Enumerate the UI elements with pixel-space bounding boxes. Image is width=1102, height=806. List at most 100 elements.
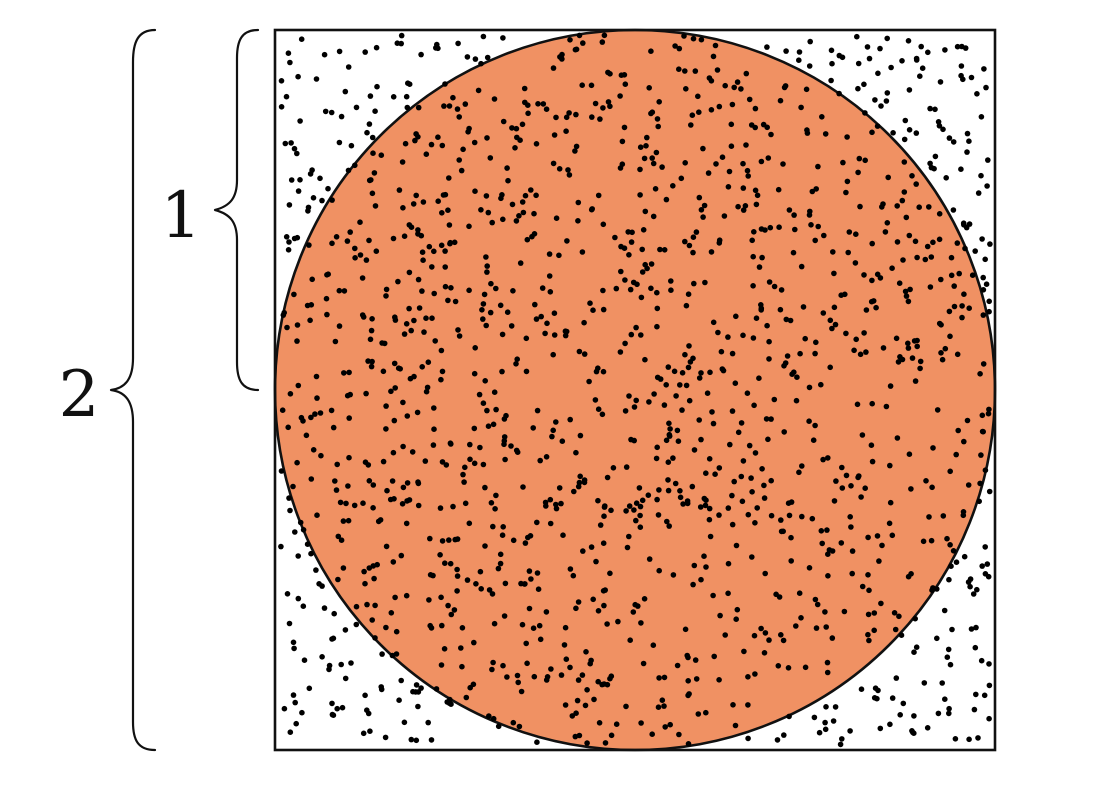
sample-point	[861, 330, 867, 336]
sample-point	[734, 79, 741, 85]
sample-point	[917, 358, 924, 365]
sample-point	[961, 291, 967, 298]
sample-point	[741, 648, 747, 655]
sample-point	[901, 159, 908, 165]
sample-point	[383, 403, 389, 409]
sample-point	[345, 517, 352, 524]
sample-point	[929, 484, 935, 491]
sample-point	[829, 548, 836, 554]
sample-point	[509, 201, 516, 208]
sample-point	[670, 183, 676, 189]
sample-point	[328, 407, 335, 414]
sample-point	[419, 364, 426, 370]
sample-point	[639, 246, 645, 253]
sample-point	[812, 422, 818, 429]
sample-point	[712, 471, 718, 478]
sample-point	[450, 503, 456, 510]
sample-point	[765, 155, 772, 161]
sample-point	[782, 360, 789, 366]
sample-point	[698, 207, 705, 213]
sample-point	[526, 605, 533, 612]
sample-point	[682, 238, 688, 245]
sample-point	[286, 620, 293, 627]
sample-point	[454, 106, 461, 112]
sample-point	[295, 382, 302, 389]
sample-point	[556, 252, 562, 259]
sample-point	[446, 175, 452, 181]
sample-point	[353, 621, 360, 628]
sample-point	[725, 505, 732, 511]
sample-point	[324, 311, 330, 318]
sample-point	[484, 269, 490, 275]
sample-point	[448, 611, 455, 618]
sample-point	[948, 563, 954, 569]
sample-point	[423, 151, 430, 157]
sample-point	[534, 570, 541, 576]
sample-point	[480, 316, 486, 322]
sample-point	[848, 483, 854, 489]
sample-point	[851, 347, 857, 354]
sample-point	[783, 316, 790, 323]
sample-point	[839, 464, 845, 471]
sample-point	[676, 731, 682, 738]
sample-point	[286, 239, 292, 245]
sample-point	[462, 464, 468, 471]
sample-point	[899, 197, 906, 204]
sample-point	[684, 500, 691, 507]
sample-point	[544, 674, 551, 680]
sample-point	[447, 560, 454, 567]
sample-point	[688, 122, 694, 128]
sample-point	[670, 572, 677, 578]
sample-point	[701, 553, 707, 559]
sample-point	[544, 320, 550, 327]
sample-point	[617, 349, 624, 355]
sample-point	[396, 187, 403, 193]
sample-point	[939, 680, 945, 686]
sample-point	[629, 229, 635, 236]
sample-point	[513, 361, 519, 367]
sample-point	[901, 189, 908, 195]
sample-point	[601, 513, 607, 519]
sample-point	[295, 73, 301, 80]
sample-point	[691, 447, 698, 453]
sample-point	[837, 741, 844, 748]
sample-point	[491, 96, 498, 102]
sample-point	[438, 242, 445, 249]
sample-point	[485, 209, 492, 216]
sample-point	[372, 635, 378, 641]
sample-point	[691, 280, 697, 287]
sample-point	[283, 93, 290, 100]
sample-point	[383, 293, 389, 299]
sample-point	[439, 538, 446, 544]
sample-point	[395, 278, 401, 285]
sample-point	[389, 652, 396, 659]
sample-point	[824, 527, 830, 533]
sample-point	[366, 478, 373, 484]
sample-point	[306, 685, 313, 692]
sample-point	[665, 364, 672, 370]
sample-point	[553, 419, 559, 425]
sample-point	[802, 664, 809, 671]
sample-point	[745, 674, 751, 680]
sample-point	[426, 243, 433, 250]
sample-point	[799, 463, 805, 469]
sample-point	[472, 188, 478, 194]
sample-point	[624, 544, 631, 551]
sample-point	[798, 263, 805, 270]
sample-point	[317, 410, 324, 416]
sample-point	[530, 425, 536, 431]
sample-point	[439, 142, 446, 149]
sample-point	[588, 82, 595, 89]
sample-point	[580, 40, 586, 46]
sample-point	[906, 127, 913, 133]
sample-point	[406, 222, 413, 228]
sample-point	[287, 391, 294, 397]
sample-point	[832, 321, 839, 328]
sample-point	[776, 224, 782, 230]
sample-point	[628, 331, 635, 338]
sample-point	[820, 310, 827, 316]
sample-point	[685, 291, 692, 298]
sample-point	[467, 456, 473, 463]
outer-brace	[109, 28, 157, 752]
sample-point	[766, 279, 773, 285]
